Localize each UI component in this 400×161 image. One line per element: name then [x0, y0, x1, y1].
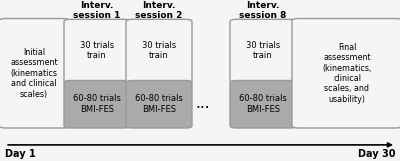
- Text: 30 trials
train: 30 trials train: [142, 41, 176, 60]
- FancyBboxPatch shape: [126, 19, 192, 83]
- Text: 30 trials
train: 30 trials train: [246, 41, 280, 60]
- Text: Initial
assessment
(kinematics
and clinical
scales): Initial assessment (kinematics and clini…: [10, 48, 58, 99]
- Text: 30 trials
train: 30 trials train: [80, 41, 114, 60]
- FancyBboxPatch shape: [230, 80, 296, 128]
- Text: Interv.
session 8: Interv. session 8: [239, 1, 287, 20]
- Text: Interv.
session 1: Interv. session 1: [73, 1, 121, 20]
- Text: 60-80 trials
BMI-FES: 60-80 trials BMI-FES: [239, 94, 287, 114]
- Text: Interv.
session 2: Interv. session 2: [135, 1, 183, 20]
- FancyBboxPatch shape: [230, 19, 296, 83]
- Text: 60-80 trials
BMI-FES: 60-80 trials BMI-FES: [135, 94, 183, 114]
- Text: Final
assessment
(kinematics,
clinical
scales, and
usability): Final assessment (kinematics, clinical s…: [322, 43, 372, 104]
- Text: 60-80 trials
BMI-FES: 60-80 trials BMI-FES: [73, 94, 121, 114]
- Text: Day 30: Day 30: [358, 149, 396, 159]
- FancyBboxPatch shape: [0, 19, 69, 128]
- Text: ...: ...: [196, 96, 210, 111]
- Text: Day 1: Day 1: [5, 149, 36, 159]
- FancyBboxPatch shape: [126, 80, 192, 128]
- FancyBboxPatch shape: [64, 80, 130, 128]
- FancyBboxPatch shape: [64, 19, 130, 83]
- FancyBboxPatch shape: [292, 19, 400, 128]
